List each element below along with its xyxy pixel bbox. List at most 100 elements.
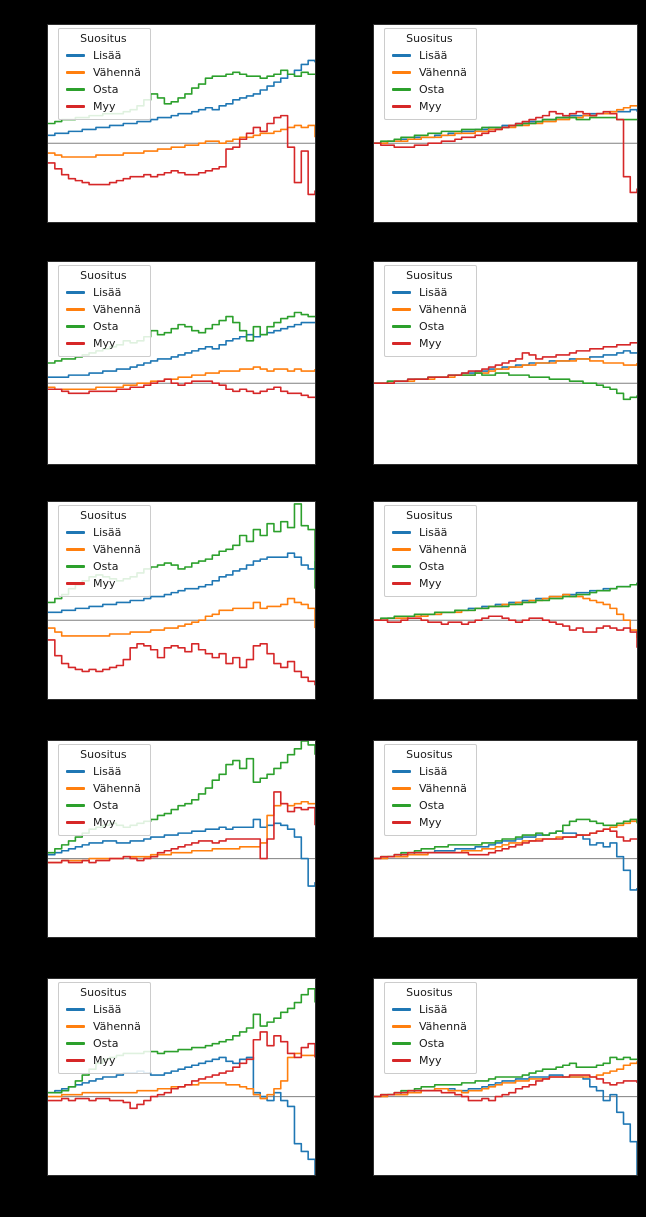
line-swatch-icon (66, 582, 85, 585)
line-swatch-icon (392, 291, 411, 294)
line-swatch-icon (66, 88, 85, 91)
legend-item-vahenna: Vähennä (66, 1018, 141, 1035)
legend-item-vahenna: Vähennä (66, 301, 141, 318)
legend-item-myy: Myy (392, 1052, 467, 1069)
line-swatch-icon (66, 54, 85, 57)
legend: Suositus Lisää Vähennä Osta Myy (58, 265, 151, 357)
legend-item-lisaa: Lisää (66, 524, 141, 541)
legend-item-myy: Myy (66, 98, 141, 115)
line-swatch-icon (392, 1059, 411, 1062)
subplot-row1-right: Suositus Lisää Vähennä Osta Myy (373, 24, 638, 223)
legend-item-lisaa: Lisää (66, 1001, 141, 1018)
line-swatch-icon (392, 1042, 411, 1045)
line-swatch-icon (66, 548, 85, 551)
line-swatch-icon (392, 582, 411, 585)
subplot-row4-right: Suositus Lisää Vähennä Osta Myy (373, 740, 638, 938)
line-swatch-icon (66, 1025, 85, 1028)
legend-title: Suositus (80, 32, 127, 45)
line-swatch-icon (392, 54, 411, 57)
legend-item-osta: Osta (66, 81, 141, 98)
line-swatch-icon (66, 1059, 85, 1062)
legend: Suositus Lisää Vähennä Osta Myy (384, 744, 477, 836)
legend-title: Suositus (406, 986, 453, 999)
line-swatch-icon (66, 821, 85, 824)
line-swatch-icon (66, 325, 85, 328)
line-swatch-icon (392, 531, 411, 534)
line-swatch-icon (66, 71, 85, 74)
legend-item-myy: Myy (66, 575, 141, 592)
legend-item-vahenna: Vähennä (66, 780, 141, 797)
line-swatch-icon (392, 342, 411, 345)
legend-title: Suositus (80, 986, 127, 999)
legend-item-osta: Osta (392, 558, 467, 575)
legend-item-osta: Osta (66, 558, 141, 575)
subplot-row5-left: Suositus Lisää Vähennä Osta Myy (47, 978, 316, 1176)
line-swatch-icon (392, 71, 411, 74)
legend-title: Suositus (406, 748, 453, 761)
line-swatch-icon (66, 787, 85, 790)
line-swatch-icon (66, 308, 85, 311)
subplot-row1-left: Suositus Lisää Vähennä Osta Myy (47, 24, 316, 223)
legend-title: Suositus (80, 269, 127, 282)
line-swatch-icon (66, 770, 85, 773)
legend-item-osta: Osta (66, 797, 141, 814)
plot-area (374, 741, 637, 937)
legend-item-myy: Myy (66, 814, 141, 831)
legend-item-lisaa: Lisää (392, 1001, 467, 1018)
line-swatch-icon (392, 88, 411, 91)
legend-item-lisaa: Lisää (66, 47, 141, 64)
legend-item-myy: Myy (392, 98, 467, 115)
legend-item-lisaa: Lisää (392, 763, 467, 780)
legend: Suositus Lisää Vähennä Osta Myy (384, 982, 477, 1074)
legend-item-vahenna: Vähennä (66, 64, 141, 81)
line-swatch-icon (392, 1025, 411, 1028)
legend-title: Suositus (80, 509, 127, 522)
line-swatch-icon (392, 770, 411, 773)
legend-item-osta: Osta (392, 318, 467, 335)
line-swatch-icon (66, 565, 85, 568)
line-swatch-icon (66, 105, 85, 108)
subplot-row2-right: Suositus Lisää Vähennä Osta Myy (373, 261, 638, 465)
line-swatch-icon (66, 1042, 85, 1045)
legend-item-lisaa: Lisää (392, 47, 467, 64)
line-swatch-icon (66, 342, 85, 345)
legend-item-vahenna: Vähennä (392, 1018, 467, 1035)
legend-item-osta: Osta (66, 318, 141, 335)
legend-item-osta: Osta (392, 1035, 467, 1052)
line-swatch-icon (392, 548, 411, 551)
legend-item-vahenna: Vähennä (392, 541, 467, 558)
line-swatch-icon (66, 1008, 85, 1011)
line-swatch-icon (392, 804, 411, 807)
legend-item-osta: Osta (392, 81, 467, 98)
legend-item-myy: Myy (392, 575, 467, 592)
legend-item-vahenna: Vähennä (392, 301, 467, 318)
plot-area (374, 25, 637, 222)
legend-item-myy: Myy (392, 814, 467, 831)
legend-item-lisaa: Lisää (392, 284, 467, 301)
legend-title: Suositus (406, 509, 453, 522)
legend: Suositus Lisää Vähennä Osta Myy (58, 505, 151, 597)
legend-item-osta: Osta (392, 797, 467, 814)
legend-item-vahenna: Vähennä (392, 64, 467, 81)
line-swatch-icon (392, 1008, 411, 1011)
line-swatch-icon (66, 804, 85, 807)
subplot-row4-left: Suositus Lisää Vähennä Osta Myy (47, 740, 316, 938)
subplot-row3-left: Suositus Lisää Vähennä Osta Myy (47, 501, 316, 700)
legend-item-lisaa: Lisää (66, 284, 141, 301)
line-swatch-icon (392, 325, 411, 328)
legend-title: Suositus (406, 269, 453, 282)
legend-item-myy: Myy (392, 335, 467, 352)
legend: Suositus Lisää Vähennä Osta Myy (384, 265, 477, 357)
plot-area (374, 262, 637, 464)
legend: Suositus Lisää Vähennä Osta Myy (58, 744, 151, 836)
legend-item-vahenna: Vähennä (392, 780, 467, 797)
legend-title: Suositus (80, 748, 127, 761)
line-swatch-icon (392, 565, 411, 568)
line-swatch-icon (392, 308, 411, 311)
legend: Suositus Lisää Vähennä Osta Myy (58, 28, 151, 120)
legend: Suositus Lisää Vähennä Osta Myy (58, 982, 151, 1074)
line-swatch-icon (392, 821, 411, 824)
legend-title: Suositus (406, 32, 453, 45)
line-swatch-icon (392, 787, 411, 790)
